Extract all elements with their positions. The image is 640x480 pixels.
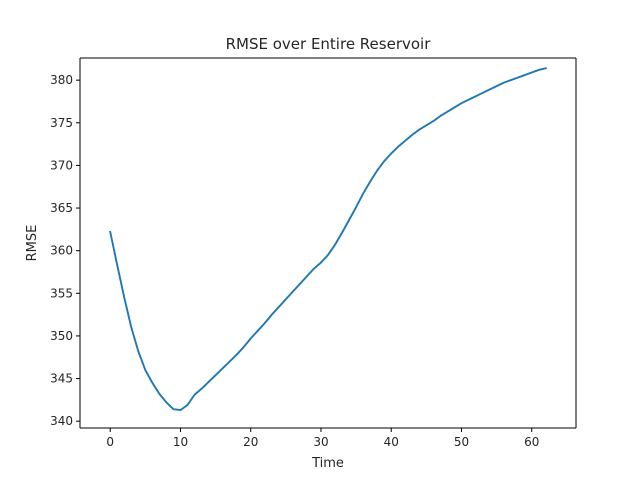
chart-title: RMSE over Entire Reservoir	[226, 35, 432, 53]
x-tick-label: 30	[313, 435, 328, 449]
x-tick-label: 0	[106, 435, 114, 449]
x-tick-label: 50	[454, 435, 469, 449]
x-tick-label: 20	[243, 435, 258, 449]
plot-area	[80, 58, 576, 428]
y-tick-label: 375	[50, 116, 73, 130]
series-line-0	[109, 67, 547, 412]
axes: 0 10 20 30 40 50 60 340 345 350 355 360 365 370 375 380	[50, 57, 577, 449]
y-tick-label: 355	[50, 286, 73, 300]
x-tick-label: 60	[524, 435, 539, 449]
y-tick-label: 360	[50, 244, 73, 258]
x-tick-label: 10	[173, 435, 188, 449]
marks	[109, 67, 547, 412]
y-tick-label: 370	[50, 158, 73, 172]
x-axis-label: Time	[311, 456, 344, 471]
y-tick-label: 350	[50, 329, 73, 343]
y-tick-label: 340	[50, 414, 73, 428]
y-tick-label: 380	[50, 73, 73, 87]
y-tick-label: 345	[50, 372, 73, 386]
y-axis-label: RMSE	[25, 225, 40, 262]
x-tick-label: 40	[384, 435, 399, 449]
y-tick-label: 365	[50, 201, 73, 215]
